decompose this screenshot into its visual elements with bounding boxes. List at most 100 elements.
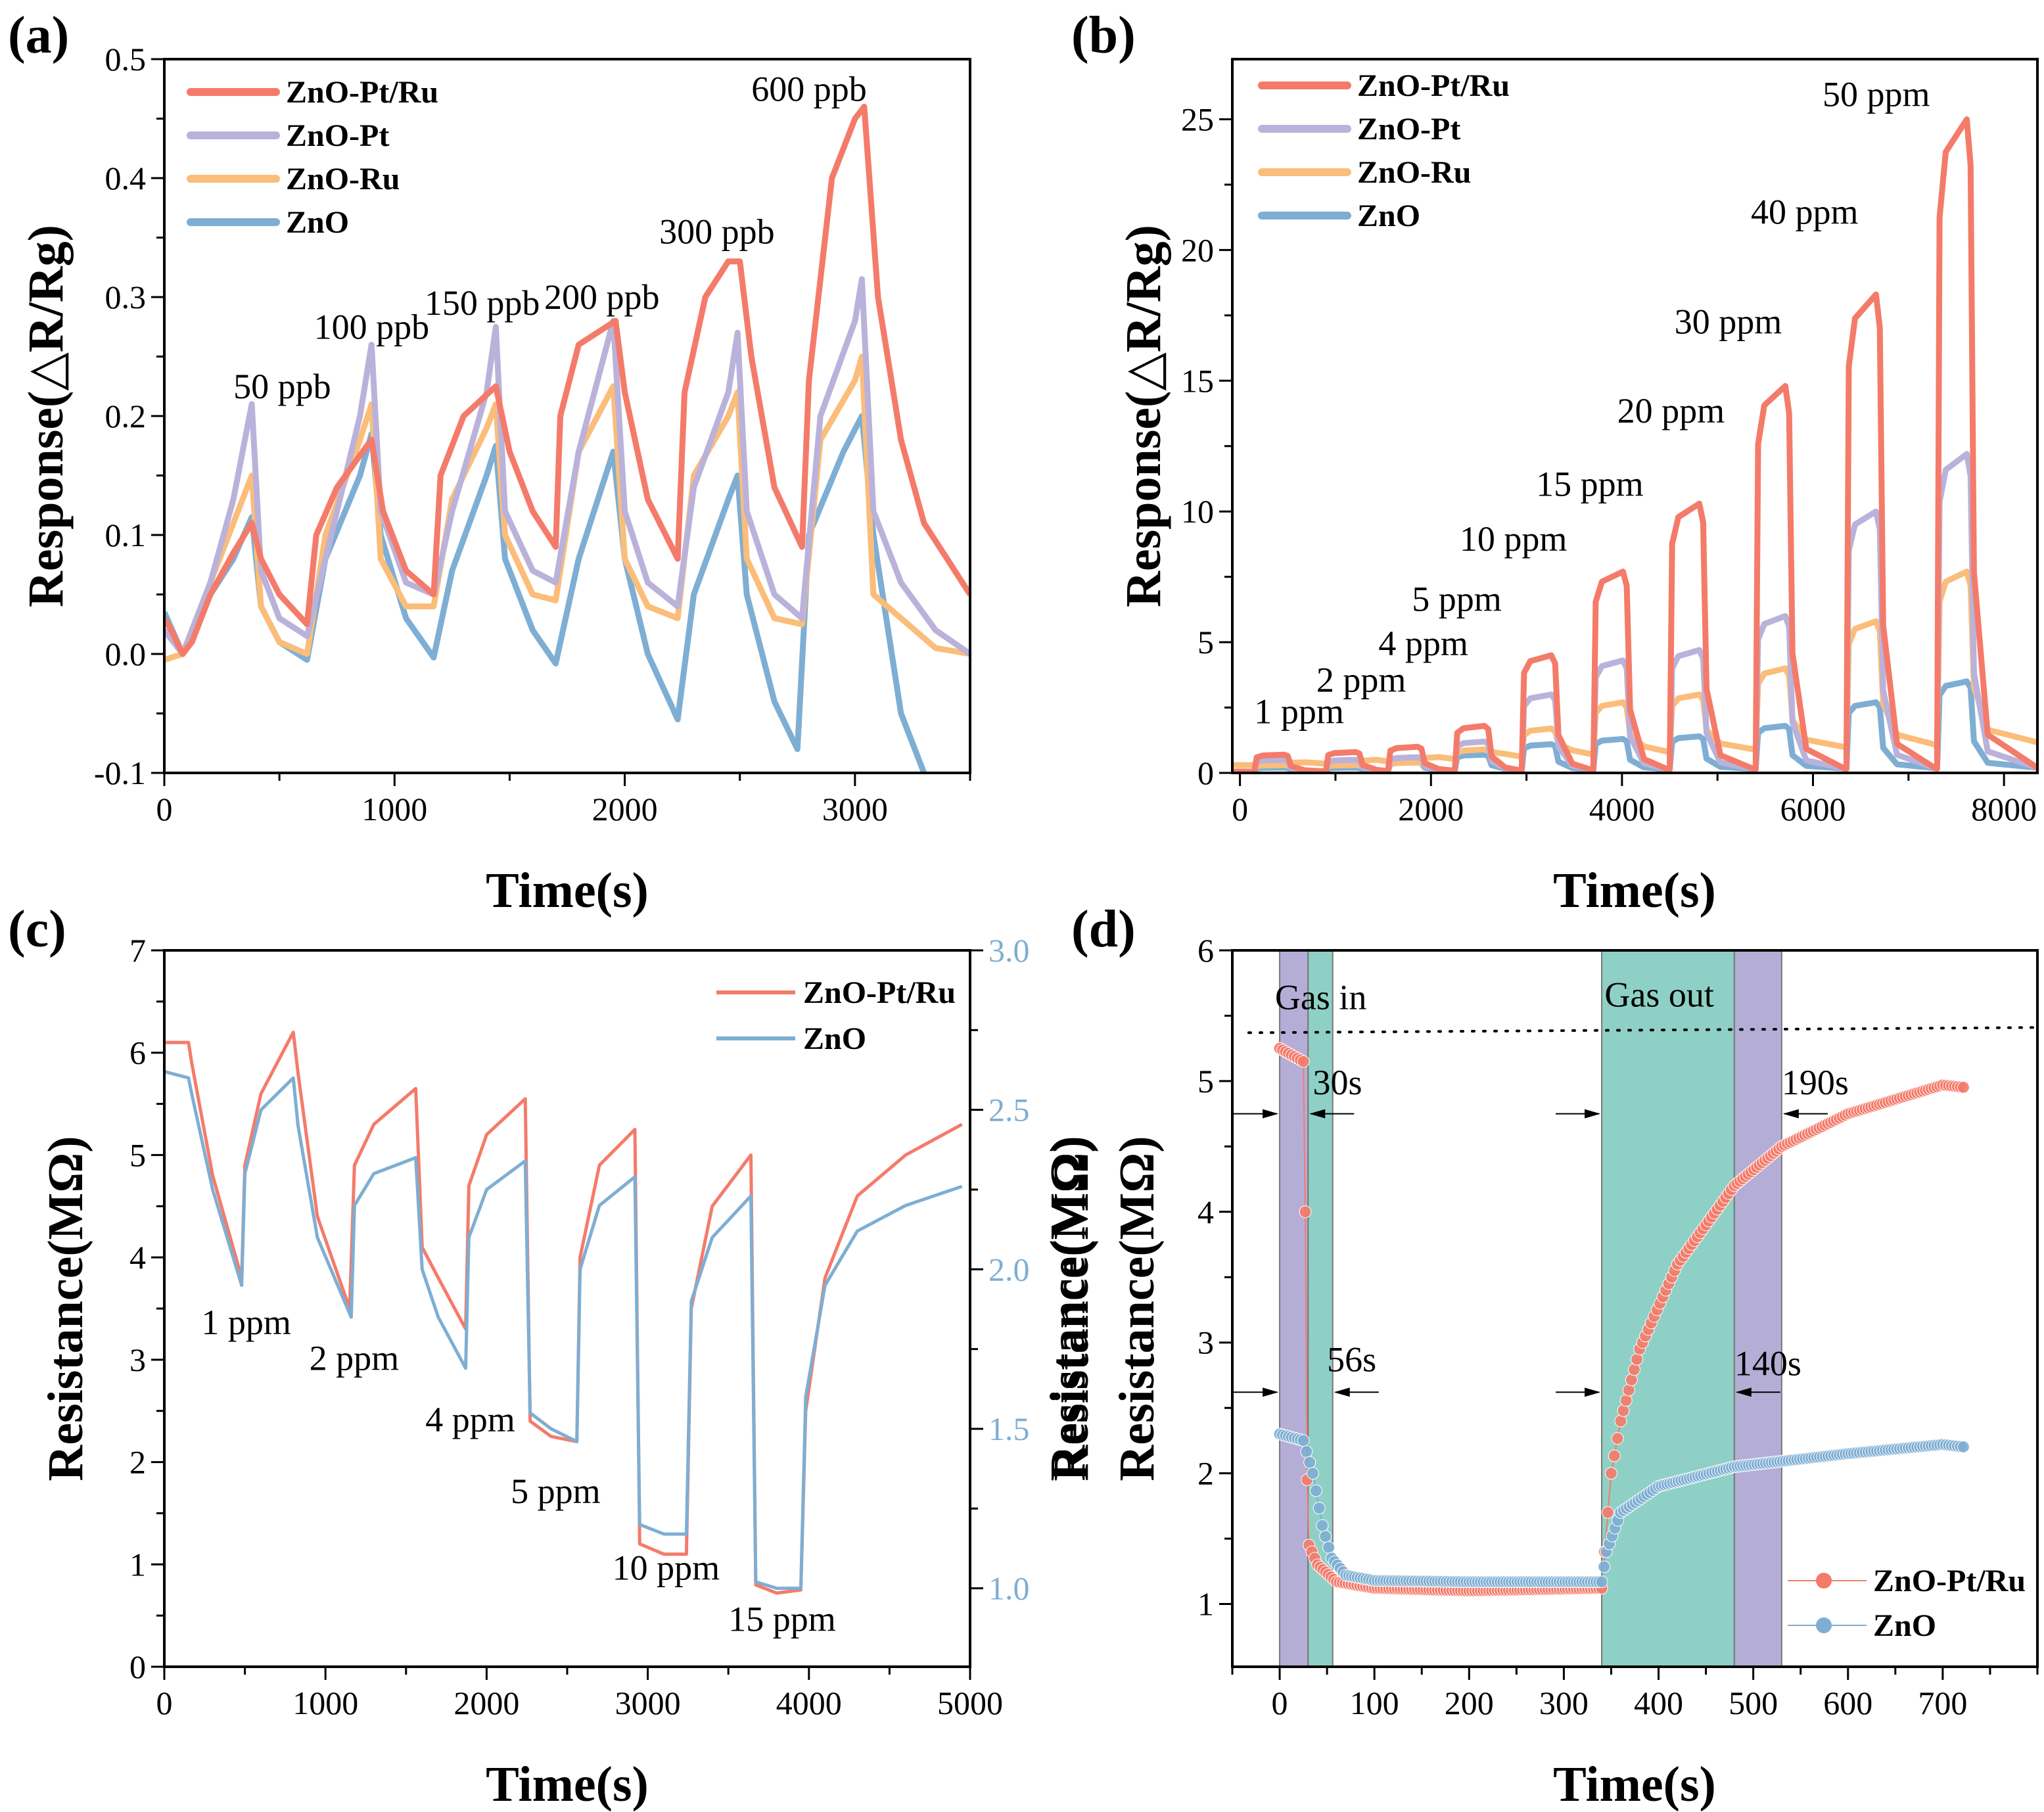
arrow-right-icon: [1263, 1387, 1279, 1397]
x-tick-label: 2000: [592, 791, 658, 827]
x-tick-label: 4000: [776, 1684, 842, 1721]
annotation-label: 5 ppm: [1412, 579, 1502, 618]
y-tick-label: 0.1: [105, 517, 147, 553]
x-axis-title: Time(s): [486, 1757, 649, 1812]
annotation-label: 4 ppm: [1378, 624, 1468, 663]
y-right-tick-label: 1.5: [988, 1410, 1030, 1447]
x-tick-label: 400: [1634, 1684, 1683, 1721]
y-tick-label: 0: [1197, 755, 1214, 791]
y-axis-title-outer: Resistance(MΩ): [1040, 1136, 1096, 1481]
arrow-left-icon: [1782, 1109, 1799, 1119]
x-tick-label: 3000: [822, 791, 888, 827]
arrow-right-icon: [1585, 1109, 1601, 1119]
data-point-zno-pt-ru: [1627, 1363, 1640, 1376]
x-tick-label: 2000: [1398, 791, 1464, 827]
y-tick-label: 0.2: [105, 398, 147, 434]
y-tick-label: 6: [1197, 932, 1214, 969]
annotation-label: 100 ppb: [314, 307, 429, 346]
legend-label: ZnO-Pt/Ru: [1357, 68, 1510, 103]
plot-frame: [163, 949, 971, 1668]
data-point-zno: [1312, 1502, 1326, 1515]
y-tick-label: 0.3: [105, 279, 147, 315]
legend-label: ZnO: [1873, 1608, 1936, 1643]
legend-marker: [1816, 1617, 1832, 1633]
data-point-zno-pt-ru: [1631, 1353, 1644, 1366]
y-tick-label: 3: [129, 1341, 146, 1378]
plot-area: [164, 1031, 963, 1595]
y-right-tick-label: 2.0: [988, 1251, 1030, 1288]
legend-label: ZnO: [286, 205, 349, 240]
y-tick-label: 10: [1181, 493, 1214, 530]
annotation-label: Gas in: [1275, 978, 1366, 1017]
annotation-label: Gas out: [1604, 975, 1713, 1015]
legend-label: ZnO-Pt/Ru: [286, 75, 438, 110]
x-tick-label: 0: [156, 1684, 173, 1721]
y-tick-label: 0.5: [105, 41, 147, 78]
panel-label: (c): [8, 900, 66, 958]
y-tick-label: -0.1: [94, 755, 146, 791]
arrow-left-icon: [1334, 1387, 1350, 1397]
data-point-zno-pt-ru: [1625, 1374, 1638, 1387]
data-point-zno: [1957, 1440, 1970, 1453]
annotation-label: 140s: [1734, 1343, 1801, 1383]
panel-label: (d): [1071, 900, 1136, 958]
y-right-axis-title: Resistance(MΩ): [1044, 1136, 1099, 1481]
data-point-zno-pt-ru: [1622, 1383, 1635, 1397]
annotation-label: 40 ppm: [1751, 193, 1859, 232]
data-point-zno-pt-ru: [1604, 1467, 1617, 1480]
annotation-label: 150 ppb: [425, 283, 540, 323]
x-tick-label: 700: [1918, 1684, 1967, 1721]
annotation-label: 4 ppm: [425, 1400, 515, 1439]
data-point-zno: [1297, 1434, 1310, 1447]
plot-frame: [1231, 58, 2039, 774]
panel-a-response-ppb: 0 1000 2000 3000 -0.1 0.0 0.1 0.2 0.3 0.4 0.5 Time(…: [8, 7, 971, 918]
shaded-region: [1601, 950, 1735, 1667]
y-tick-label: 1: [129, 1546, 146, 1583]
plot-area: [1232, 116, 2037, 773]
data-point-zno-pt-ru: [1299, 1205, 1312, 1219]
y-tick-label: 5: [1197, 1063, 1214, 1100]
panel-label: (a): [8, 7, 69, 64]
y-tick-label: 0.0: [105, 636, 147, 672]
legend-label: ZnO: [803, 1021, 866, 1056]
y-tick-label: 4: [1197, 1194, 1214, 1230]
x-tick-label: 8000: [1971, 791, 2037, 827]
x-tick-label: 600: [1823, 1684, 1872, 1721]
annotation-label: 600 ppb: [751, 69, 867, 108]
annotation-label: 30s: [1313, 1063, 1362, 1102]
y-tick-label: 15: [1181, 362, 1214, 399]
annotation-label: 56s: [1327, 1339, 1376, 1379]
x-tick-label: 200: [1445, 1684, 1494, 1721]
y-tick-label: 2: [1197, 1455, 1214, 1492]
annotation-label: 2 ppm: [310, 1338, 400, 1378]
x-tick-label: 5000: [937, 1684, 1003, 1721]
annotation-label: 300 ppb: [659, 212, 775, 252]
series-line-zno-pt-ru: [1232, 116, 2037, 773]
y-right-tick-label: 3.0: [988, 932, 1030, 969]
arrow-left-icon: [1309, 1109, 1326, 1119]
annotation-label: 15 ppm: [1536, 464, 1644, 503]
arrow-left-icon: [1735, 1387, 1752, 1397]
x-tick-label: 1000: [361, 791, 427, 827]
series-line-zno-pt-ru: [164, 103, 970, 657]
x-axis-title: Time(s): [486, 863, 649, 918]
annotation-label: 20 ppm: [1617, 391, 1725, 430]
plot-area: [164, 103, 970, 773]
y-tick-label: 7: [129, 932, 146, 969]
data-point-zno-pt-ru: [1611, 1432, 1624, 1445]
x-tick-label: 6000: [1780, 791, 1846, 827]
series-line-zno-pt: [164, 276, 970, 657]
plot-area: [1247, 950, 2037, 1667]
shaded-region: [1733, 950, 1782, 1667]
data-point-zno-pt-ru: [1957, 1080, 1970, 1094]
annotation-label: 2 ppm: [1316, 661, 1406, 700]
y-right-tick-label: 1.0: [988, 1570, 1030, 1607]
legend-label: ZnO: [1357, 198, 1420, 233]
series-line-zno: [164, 1069, 963, 1591]
data-point-zno: [1595, 1575, 1608, 1589]
legend-label: ZnO-Pt/Ru: [1873, 1564, 2026, 1598]
x-tick-label: 2000: [453, 1684, 519, 1721]
plot-frame: [1231, 949, 2039, 1668]
y-tick-label: 20: [1181, 231, 1214, 268]
